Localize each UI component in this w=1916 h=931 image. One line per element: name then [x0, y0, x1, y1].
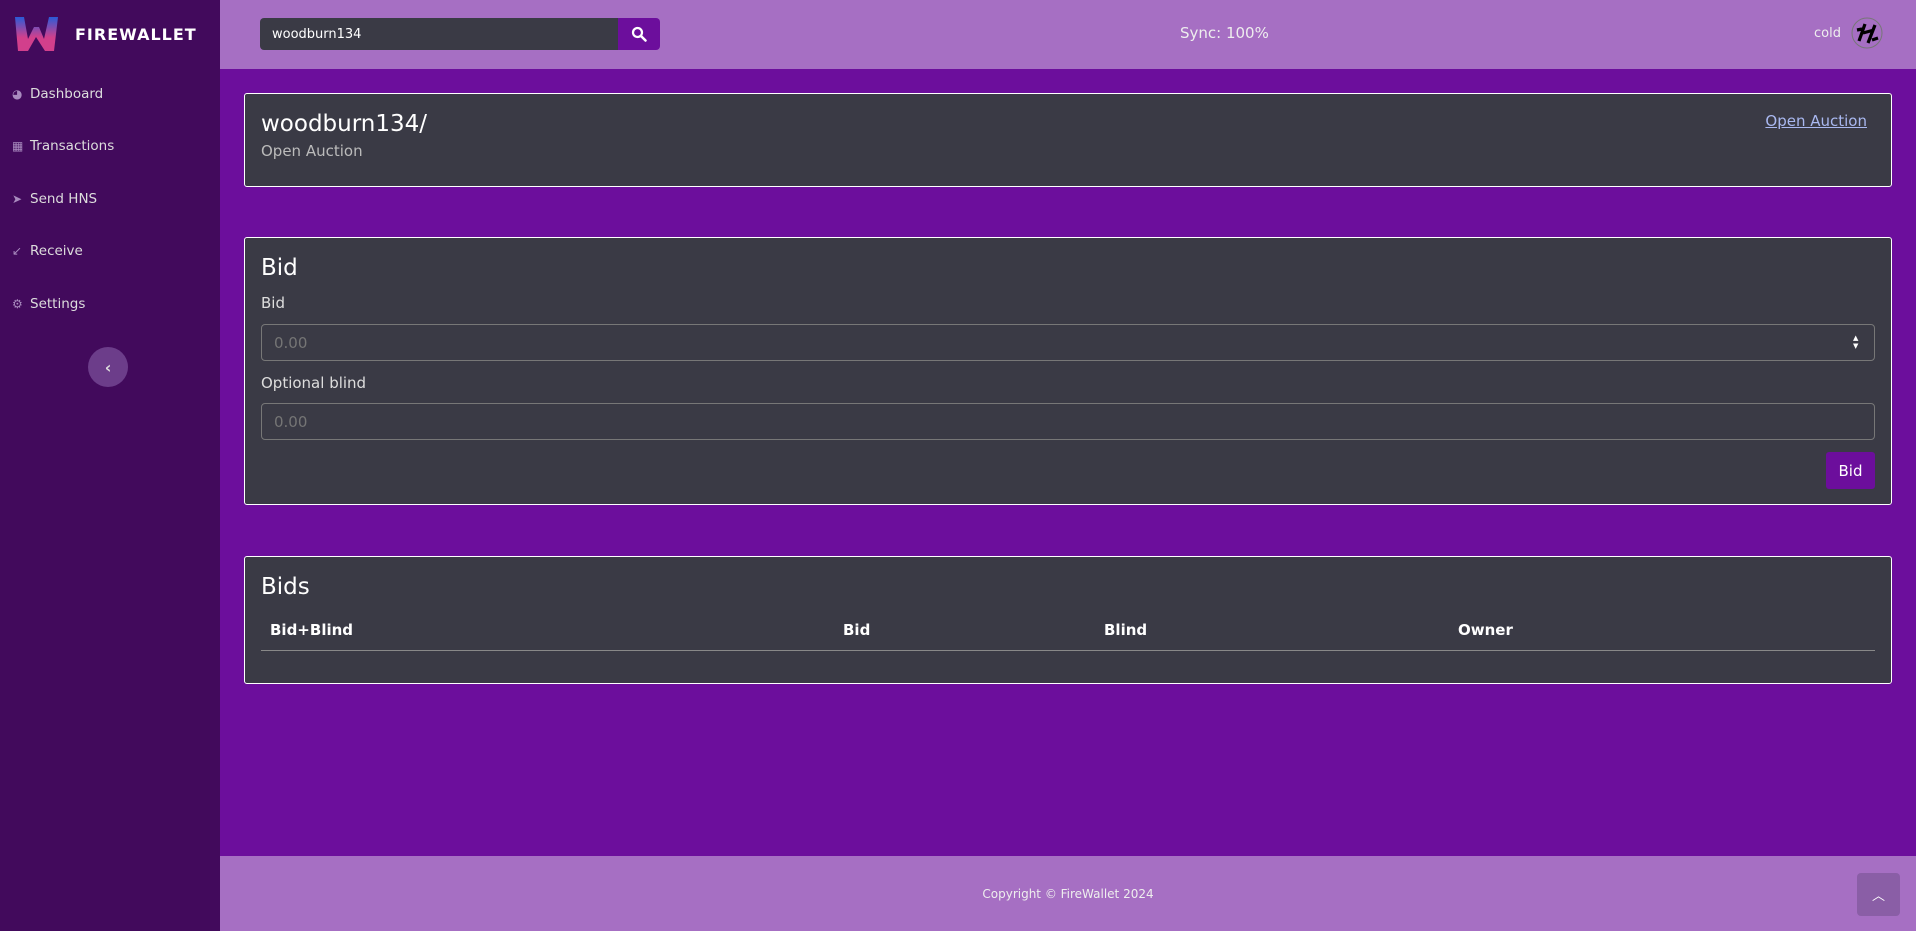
- firewallet-logo-icon: [15, 17, 58, 51]
- top-bar: Sync: 100% cold: [220, 0, 1916, 69]
- search-input[interactable]: [260, 18, 618, 50]
- sidebar: FIREWALLET ◕ Dashboard ▦ Transactions ➤ Sen…: [0, 0, 220, 931]
- chevron-left-icon: ‹: [104, 357, 112, 377]
- send-icon: ➤: [12, 192, 23, 206]
- blind-label: Optional blind: [261, 374, 367, 392]
- domain-title: woodburn134/: [261, 111, 428, 137]
- column-header-owner: Owner: [1458, 621, 1513, 639]
- sidebar-item-dashboard[interactable]: ◕ Dashboard: [12, 86, 103, 102]
- sidebar-item-settings[interactable]: ⚙ Settings: [12, 296, 85, 312]
- bid-button[interactable]: Bid: [1826, 452, 1875, 489]
- sidebar-collapse-button[interactable]: ‹: [88, 347, 128, 387]
- column-header-bid-blind: Bid+Blind: [270, 621, 354, 639]
- brand-name: FIREWALLET: [75, 24, 197, 44]
- sidebar-item-label: Transactions: [30, 138, 115, 154]
- receive-icon: ↙: [12, 244, 23, 258]
- sync-status: Sync: 100%: [1180, 24, 1269, 42]
- column-header-blind: Blind: [1104, 621, 1148, 639]
- bids-card: Bids Bid+Blind Bid Blind Owner: [244, 556, 1892, 684]
- account-name[interactable]: cold: [1814, 26, 1841, 41]
- table-divider: [261, 650, 1875, 651]
- sidebar-item-label: Send HNS: [30, 191, 98, 207]
- chevron-up-icon: ︿: [1871, 889, 1885, 904]
- scroll-to-top-button[interactable]: ︿: [1857, 873, 1900, 916]
- sidebar-item-label: Settings: [30, 296, 86, 312]
- domain-card: woodburn134/ Open Auction Open Auction: [244, 93, 1892, 187]
- bids-card-title: Bids: [261, 574, 310, 600]
- column-header-bid: Bid: [843, 621, 871, 639]
- bid-label: Bid: [261, 294, 285, 312]
- bid-card: Bid Bid ▲▼ Optional blind Bid: [244, 237, 1892, 505]
- sidebar-item-transactions[interactable]: ▦ Transactions: [12, 138, 114, 154]
- open-auction-link[interactable]: Open Auction: [1765, 112, 1867, 130]
- avatar[interactable]: [1850, 16, 1884, 50]
- table-icon: ▦: [12, 139, 24, 153]
- search-icon: [631, 26, 647, 42]
- sidebar-item-receive[interactable]: ↙ Receive: [12, 243, 83, 259]
- copyright: Copyright © FireWallet 2024: [982, 887, 1154, 901]
- domain-status: Open Auction: [261, 142, 363, 160]
- dashboard-icon: ◕: [12, 87, 23, 101]
- sidebar-item-label: Dashboard: [30, 86, 104, 102]
- sidebar-item-label: Receive: [30, 243, 83, 259]
- blind-input[interactable]: [261, 403, 1875, 440]
- brand-logo[interactable]: FIREWALLET: [14, 15, 197, 53]
- bid-card-title: Bid: [261, 255, 298, 281]
- sidebar-item-send-hns[interactable]: ➤ Send HNS: [12, 191, 97, 207]
- number-stepper-icon[interactable]: ▲ ▼: [1853, 334, 1859, 350]
- bid-input[interactable]: [261, 324, 1875, 361]
- gear-icon: ⚙: [12, 297, 23, 311]
- footer: Copyright © FireWallet 2024 ︿: [220, 856, 1916, 931]
- search-button[interactable]: [618, 18, 660, 50]
